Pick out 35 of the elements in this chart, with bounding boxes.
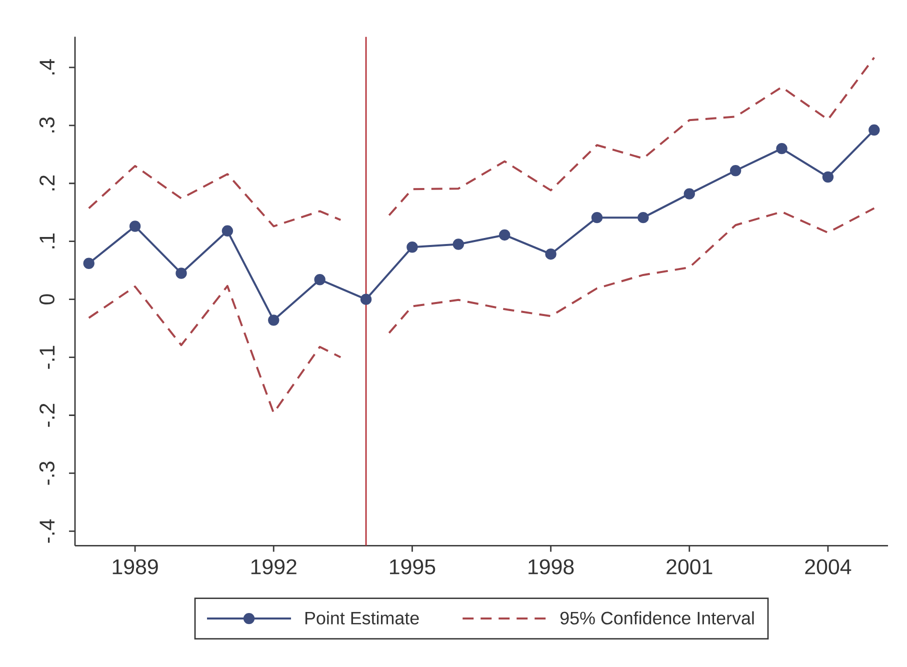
- point: [83, 258, 94, 269]
- legend-label: 95% Confidence Interval: [560, 611, 754, 624]
- point: [638, 212, 649, 224]
- x-tick-label: 1995: [390, 559, 436, 574]
- point: [314, 274, 326, 286]
- y-tick-label: .2: [40, 176, 54, 190]
- point: [222, 225, 234, 237]
- point: [591, 212, 603, 224]
- x-tick-label: 1998: [528, 559, 574, 574]
- point: [129, 220, 141, 232]
- point: [684, 188, 695, 200]
- x-tick-label: 1992: [251, 559, 296, 574]
- y-tick-label: -.2: [40, 404, 54, 427]
- point: [822, 171, 834, 183]
- point: [545, 248, 556, 260]
- point: [868, 124, 880, 136]
- y-tick-label: -.1: [40, 346, 54, 369]
- point: [499, 229, 510, 241]
- y-tick-label: .4: [40, 59, 54, 74]
- point: [730, 165, 742, 176]
- point: [776, 142, 788, 154]
- point: [268, 314, 280, 326]
- point: [176, 268, 187, 279]
- y-tick-label: -.4: [40, 519, 54, 543]
- y-tick-label: 0: [39, 294, 54, 304]
- point: [360, 294, 372, 305]
- x-tick-label: 1989: [112, 559, 158, 574]
- legend-label: Point Estimate: [305, 611, 419, 624]
- y-tick-label: .1: [40, 233, 54, 248]
- x-tick-label: 2004: [805, 559, 852, 574]
- point: [452, 238, 464, 250]
- x-tick-label: 2001: [666, 559, 712, 574]
- y-tick-label: .3: [39, 117, 54, 132]
- y-tick-label: -.3: [39, 462, 54, 485]
- point: [406, 242, 418, 253]
